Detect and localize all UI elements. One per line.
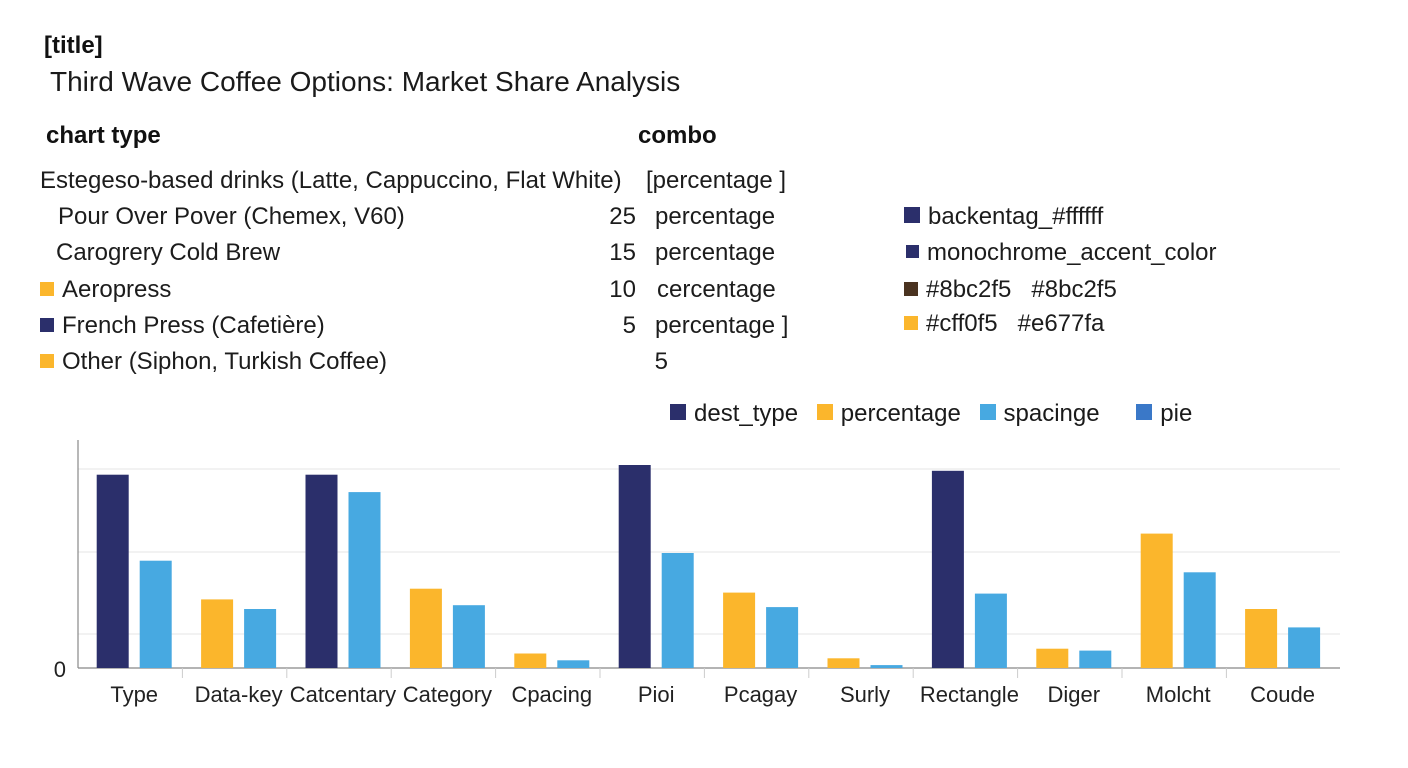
x-tick-label: Pioi (638, 682, 675, 707)
bar-percentage (1036, 648, 1069, 668)
yellow-marker-icon (40, 354, 54, 368)
data-row-label: French Press (Cafetière) (62, 312, 325, 339)
yellow-marker-icon (40, 282, 54, 296)
style-item-label: backentag_#ffffff (928, 203, 1104, 230)
navy-swatch-icon (906, 245, 919, 258)
legend-label: percentage (840, 400, 961, 427)
style-item: monochrome_accent_color (906, 239, 1217, 267)
legend-swatch-icon (1136, 404, 1153, 420)
bar-percentage (409, 588, 442, 668)
style-item: #cff0f5 #e677fa (904, 310, 1104, 338)
brown-swatch-icon (904, 282, 918, 296)
bar-spacinge (557, 660, 590, 668)
x-tick-label: Diger (1048, 682, 1101, 707)
data-row: Other (Siphon, Turkish Coffee) (40, 348, 387, 376)
bar-spacinge (139, 560, 172, 668)
data-row-value: 5 (654, 348, 668, 375)
x-tick-label: Cpacing (511, 682, 592, 707)
bar-spacinge (870, 665, 903, 668)
bar-percentage (1245, 609, 1278, 668)
data-row-unit: percentage (655, 203, 776, 230)
bar-percentage (201, 599, 234, 668)
style-item-label: #8bc2f5 #8bc2f5 (926, 276, 1117, 303)
data-row-label: Estegeso-based drinks (Latte, Cappuccino… (40, 167, 622, 194)
bar-percentage (1140, 533, 1173, 668)
data-row-unit: [percentage ] (646, 167, 787, 194)
x-tick-label: Rectangle (920, 682, 1019, 707)
bar-spacinge (452, 605, 485, 668)
data-row-unit: cercentage (657, 276, 776, 303)
data-row-value: 15 (609, 239, 636, 266)
yellow-swatch-icon (904, 316, 918, 330)
data-row-label: Carogrery Cold Brew (56, 239, 281, 266)
x-tick-label: Category (403, 682, 492, 707)
legend-label: pie (1160, 400, 1193, 427)
bar-spacinge (766, 607, 799, 668)
bar-dest_type (931, 470, 964, 668)
data-row-value: 5 (622, 312, 636, 339)
legend-label: dest_type (694, 400, 799, 427)
data-row-label: Other (Siphon, Turkish Coffee) (62, 348, 388, 375)
chart-type-value: combo (638, 122, 717, 149)
x-tick-label: Molcht (1146, 682, 1211, 707)
bar-spacinge (348, 492, 381, 668)
style-item: backentag_#ffffff (904, 203, 1103, 231)
legend-label: spacinge (1003, 400, 1100, 427)
bar-spacinge (974, 593, 1007, 668)
bar-spacinge (1288, 627, 1321, 668)
data-row: Aeropress (40, 276, 171, 304)
bar-spacinge (661, 553, 694, 668)
y-tick-label: 0 (54, 657, 66, 682)
page-title: Third Wave Coffee Options: Market Share … (50, 66, 681, 97)
style-item-label: monochrome_accent_color (927, 239, 1217, 266)
bar-spacinge (1183, 572, 1216, 668)
data-row-label: Pour Over Pover (Chemex, V60) (58, 203, 405, 230)
chart-type-label: chart type (46, 122, 161, 149)
legend-swatch-icon (816, 404, 833, 420)
bar-percentage (723, 592, 756, 668)
legend-swatch-icon (670, 404, 686, 420)
x-tick-label: Coude (1250, 682, 1315, 707)
bar-dest_type (96, 474, 129, 668)
data-row-unit: percentage ] (655, 312, 789, 339)
x-tick-label: Data-key (195, 682, 283, 707)
data-row-value: 10 (609, 276, 636, 303)
bar-dest_type (618, 465, 651, 668)
style-item-label: #cff0f5 #e677fa (926, 310, 1105, 337)
navy-marker-icon (40, 318, 54, 332)
data-row-value: 25 (609, 203, 636, 230)
navy-swatch-icon (904, 207, 920, 223)
legend: dest_type percentage spacinge pie (670, 400, 1192, 428)
x-tick-label: Type (110, 682, 158, 707)
x-tick-label: Surly (840, 682, 890, 707)
data-row-label: Aeropress (62, 276, 172, 303)
title-tag: [title] (44, 32, 103, 59)
data-row-unit: percentage (655, 239, 776, 266)
x-tick-label: Pcagay (724, 682, 797, 707)
bar-percentage (827, 658, 860, 668)
bar-dest_type (305, 474, 338, 668)
bar-spacinge (244, 609, 277, 668)
bar-percentage (514, 653, 547, 668)
style-item: #8bc2f5 #8bc2f5 (904, 276, 1117, 304)
data-row: French Press (Cafetière) (40, 312, 325, 340)
x-tick-label: Catcentary (290, 682, 396, 707)
bar-spacinge (1079, 650, 1112, 668)
legend-swatch-icon (979, 404, 996, 420)
